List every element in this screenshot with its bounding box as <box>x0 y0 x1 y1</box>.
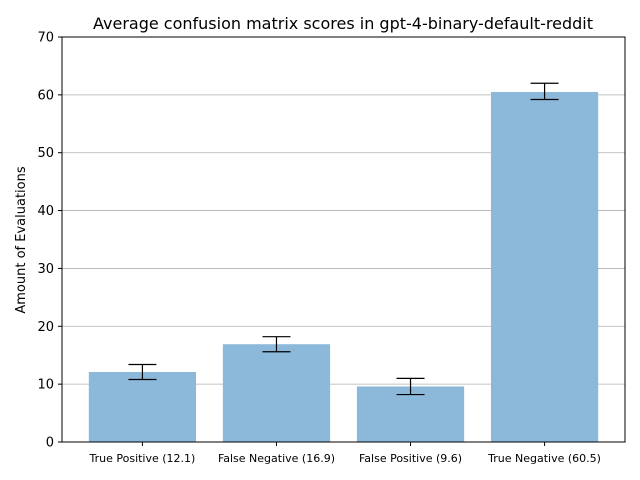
y-tick-label: 50 <box>37 146 54 161</box>
x-tick-label: False Negative (16.9) <box>218 452 335 465</box>
y-tick-label: 10 <box>37 378 54 393</box>
y-axis-label: Amount of Evaluations <box>14 166 29 313</box>
y-tick-label: 60 <box>37 88 54 103</box>
bar <box>88 371 197 442</box>
plot-frame <box>61 36 626 443</box>
y-tick-label: 20 <box>37 320 54 335</box>
x-tick-label: True Positive (12.1) <box>89 452 196 465</box>
y-tick-label: 30 <box>37 262 54 277</box>
y-tick-label: 0 <box>46 436 54 451</box>
x-tick-label: True Negative (60.5) <box>487 452 601 465</box>
chart-title: Average confusion matrix scores in gpt-4… <box>93 14 593 33</box>
bar <box>490 91 599 442</box>
y-tick-label: 40 <box>37 204 54 219</box>
y-axis: 0 10 20 30 40 50 60 70 <box>37 31 62 451</box>
bars <box>88 91 599 442</box>
bar <box>356 386 465 442</box>
error-bars <box>128 82 559 396</box>
x-tick-label: False Positive (9.6) <box>359 452 462 465</box>
y-tick-label: 70 <box>37 31 54 46</box>
bar <box>222 344 331 442</box>
x-axis: True Positive (12.1) False Negative (16.9… <box>89 442 601 465</box>
